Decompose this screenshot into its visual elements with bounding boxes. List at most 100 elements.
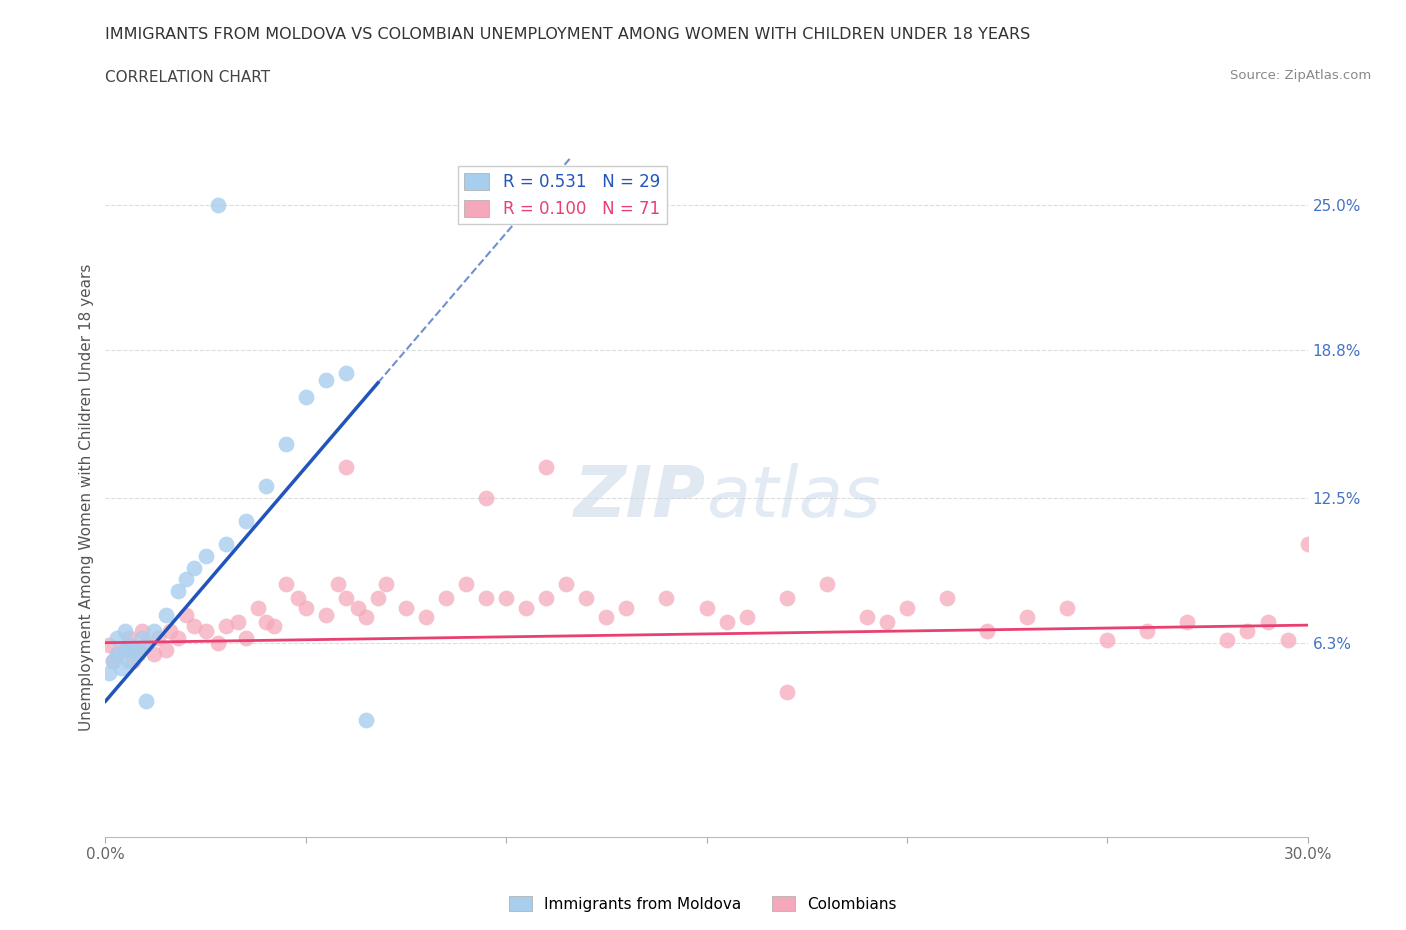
- Point: [263, 618, 285, 633]
- Point: [127, 647, 149, 662]
- Point: [1017, 609, 1039, 624]
- Point: [194, 623, 217, 638]
- Point: [415, 609, 437, 624]
- Point: [295, 390, 318, 405]
- Point: [616, 600, 638, 615]
- Point: [454, 577, 477, 591]
- Point: [207, 635, 229, 650]
- Point: [135, 694, 157, 709]
- Point: [326, 577, 349, 591]
- Point: [335, 459, 357, 474]
- Point: [235, 631, 257, 645]
- Point: [166, 584, 188, 599]
- Point: [103, 654, 125, 669]
- Point: [776, 684, 799, 699]
- Point: [114, 643, 136, 658]
- Point: [174, 572, 197, 587]
- Point: [495, 591, 517, 605]
- Point: [127, 643, 149, 658]
- Point: [354, 609, 377, 624]
- Point: [274, 436, 297, 451]
- Point: [374, 577, 398, 591]
- Point: [214, 618, 236, 633]
- Point: [815, 577, 838, 591]
- Point: [315, 607, 337, 622]
- Point: [335, 591, 357, 605]
- Point: [155, 643, 177, 658]
- Point: [114, 623, 136, 638]
- Point: [716, 614, 738, 629]
- Point: [1216, 633, 1239, 648]
- Point: [131, 631, 153, 645]
- Point: [254, 478, 277, 493]
- Text: atlas: atlas: [707, 463, 882, 532]
- Point: [274, 577, 297, 591]
- Point: [107, 631, 129, 645]
- Point: [174, 607, 197, 622]
- Point: [655, 591, 678, 605]
- Point: [214, 537, 236, 551]
- Point: [183, 561, 205, 576]
- Point: [475, 490, 498, 505]
- Text: IMMIGRANTS FROM MOLDOVA VS COLOMBIAN UNEMPLOYMENT AMONG WOMEN WITH CHILDREN UNDE: IMMIGRANTS FROM MOLDOVA VS COLOMBIAN UNE…: [105, 27, 1031, 42]
- Point: [159, 623, 181, 638]
- Point: [515, 600, 537, 615]
- Point: [114, 643, 136, 658]
- Point: [118, 638, 141, 653]
- Point: [595, 609, 617, 624]
- Point: [122, 643, 145, 658]
- Point: [98, 638, 121, 653]
- Text: Source: ZipAtlas.com: Source: ZipAtlas.com: [1230, 69, 1371, 82]
- Point: [226, 614, 249, 629]
- Point: [146, 631, 169, 645]
- Point: [367, 591, 389, 605]
- Y-axis label: Unemployment Among Women with Children Under 18 years: Unemployment Among Women with Children U…: [79, 264, 94, 731]
- Point: [142, 647, 165, 662]
- Text: CORRELATION CHART: CORRELATION CHART: [105, 70, 270, 85]
- Point: [976, 623, 998, 638]
- Point: [555, 577, 578, 591]
- Point: [475, 591, 498, 605]
- Point: [315, 373, 337, 388]
- Point: [575, 591, 598, 605]
- Point: [107, 647, 129, 662]
- Point: [246, 600, 269, 615]
- Point: [287, 591, 309, 605]
- Point: [534, 591, 557, 605]
- Point: [155, 607, 177, 622]
- Point: [110, 661, 132, 676]
- Point: [434, 591, 457, 605]
- Point: [335, 366, 357, 381]
- Point: [534, 459, 557, 474]
- Point: [122, 654, 145, 669]
- Point: [855, 609, 877, 624]
- Point: [936, 591, 959, 605]
- Point: [1257, 614, 1279, 629]
- Point: [207, 197, 229, 212]
- Point: [131, 623, 153, 638]
- Point: [166, 631, 188, 645]
- Point: [735, 609, 758, 624]
- Point: [295, 600, 318, 615]
- Point: [1236, 623, 1258, 638]
- Point: [1136, 623, 1159, 638]
- Point: [235, 513, 257, 528]
- Point: [896, 600, 918, 615]
- Point: [354, 712, 377, 727]
- Point: [135, 638, 157, 653]
- Point: [1177, 614, 1199, 629]
- Point: [103, 654, 125, 669]
- Point: [183, 618, 205, 633]
- Point: [135, 638, 157, 653]
- Point: [776, 591, 799, 605]
- Text: ZIP: ZIP: [574, 463, 707, 532]
- Point: [107, 647, 129, 662]
- Point: [142, 623, 165, 638]
- Point: [1097, 633, 1119, 648]
- Legend: R = 0.531   N = 29, R = 0.100   N = 71: R = 0.531 N = 29, R = 0.100 N = 71: [458, 166, 666, 224]
- Point: [254, 614, 277, 629]
- Point: [395, 600, 418, 615]
- Point: [876, 614, 898, 629]
- Point: [1056, 600, 1078, 615]
- Point: [696, 600, 718, 615]
